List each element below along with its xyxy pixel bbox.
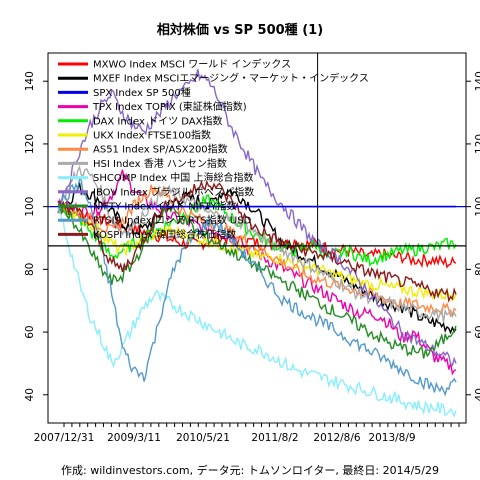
x-tick-label-1: 2009/3/11 xyxy=(107,432,161,444)
plot-frame xyxy=(47,52,467,424)
legend-label-1: MXEF Index MSCIエマージング・マーケット・インデックス xyxy=(93,72,369,85)
y-tick-label-left-1: 60 xyxy=(24,325,36,338)
series-line-10 xyxy=(57,201,457,359)
y-tick-label-left-0: 40 xyxy=(24,388,36,401)
legend-label-4: DAX Index ドイツ DAX指数 xyxy=(93,114,223,127)
series-line-5 xyxy=(57,201,457,303)
legend-label-10: NIFTY Index インド NIFTY指数 xyxy=(93,200,237,213)
legend-label-3: TPX Index TOPIX (東証株価指数) xyxy=(92,100,247,113)
x-tick-label-4: 2012/8/6 xyxy=(313,432,360,444)
reference-lines xyxy=(48,53,466,247)
series-line-1 xyxy=(57,182,457,335)
legend-label-0: MXWO Index MSCI ワールド インデックス xyxy=(93,58,291,71)
y-tick-label-right-4: 120 xyxy=(474,134,480,154)
y-tick-label-left-4: 120 xyxy=(24,134,36,154)
x-tick-label-3: 2011/8/2 xyxy=(251,432,298,444)
legend-label-12: KOSPI Index 韓国総合株価指数 xyxy=(93,228,236,241)
axes: 40 40 60 60 80 80 100 100 120 120 140 140 2007/12/31… xyxy=(24,71,480,444)
chart-title: 相対株価 vs SP 500種 (1) xyxy=(157,22,323,38)
legend-label-5: UKX Index FTSE100指数 xyxy=(93,129,211,142)
y-tick-label-right-3: 100 xyxy=(474,197,480,217)
series-line-7 xyxy=(57,165,457,323)
y-tick-label-left-2: 80 xyxy=(24,263,36,276)
x-tick-label-5: 2013/8/9 xyxy=(368,432,415,444)
x-tick-label-0: 2007/12/31 xyxy=(34,432,95,444)
series-line-9 xyxy=(57,69,457,367)
legend-label-6: AS51 Index SP/ASX200指数 xyxy=(93,143,228,156)
legend-label-8: SHCOMP Index 中国 上海総合指数 xyxy=(93,171,253,184)
legend-label-7: HSI Index 香港 ハンセン指数 xyxy=(93,157,227,170)
series-line-11 xyxy=(57,178,457,397)
series-line-12 xyxy=(57,179,457,303)
y-tick-label-right-5: 140 xyxy=(474,71,480,91)
legend-label-11: RTSI$ Index ロシア RTS指数 USD xyxy=(93,214,252,227)
y-tick-label-left-3: 100 xyxy=(24,197,36,217)
legend-label-2: SPX Index SP 500種 xyxy=(93,86,191,99)
y-tick-label-right-2: 80 xyxy=(474,263,480,276)
y-tick-label-right-0: 40 xyxy=(474,388,480,401)
y-tick-label-right-1: 60 xyxy=(474,325,480,338)
chart-caption: 作成: wildinvestors.com, データ元: トムソンロイター, 最… xyxy=(61,463,439,477)
y-tick-label-left-5: 140 xyxy=(24,71,36,91)
series-line-8 xyxy=(57,205,457,418)
x-tick-label-2: 2010/5/21 xyxy=(176,432,230,444)
legend-label-9: IBOV Index ブラジル ボベスパ指数 xyxy=(93,185,254,198)
